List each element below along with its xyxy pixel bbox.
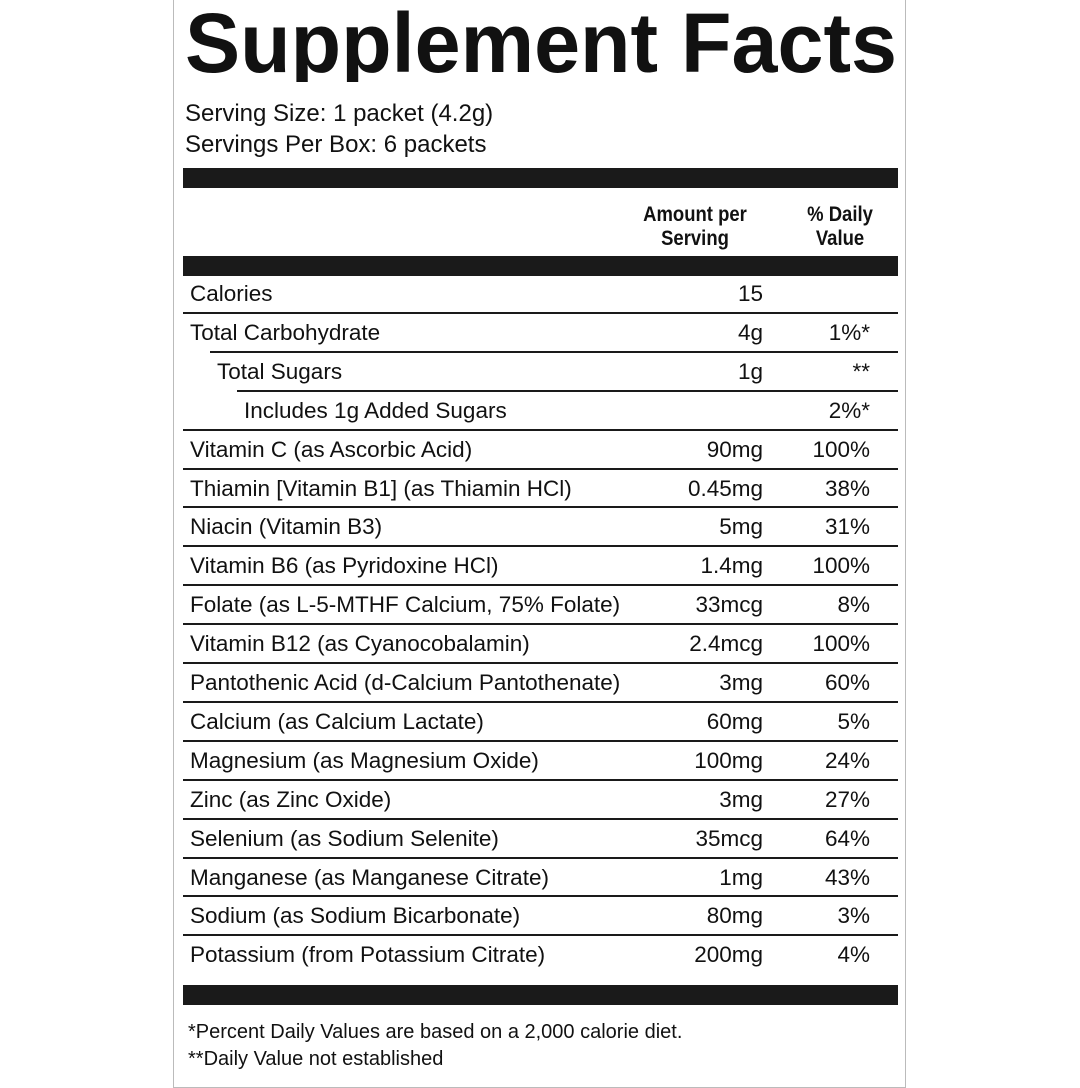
amount-header: Amount per Serving — [643, 203, 747, 250]
row-rule — [183, 623, 898, 626]
nutrient-row: Vitamin B6 (as Pyridoxine HCl) 1.4mg 100% — [0, 546, 1080, 585]
thick-bar — [183, 168, 898, 188]
row-rule — [237, 389, 898, 392]
daily-value: 5% — [837, 708, 870, 734]
amount: 4g — [737, 319, 763, 345]
daily-value-header: % Daily Value — [807, 203, 873, 250]
nutrient-row: Folate (as L-5-MTHF Calcium, 75% Folate)… — [0, 585, 1080, 624]
nutrient-row: Calcium (as Calcium Lactate) 60mg 5% — [0, 702, 1080, 741]
serving-size: Serving Size: 1 packet (4.2g) — [185, 100, 494, 127]
daily-value: 2%* — [828, 397, 870, 423]
daily-value: 100% — [812, 553, 870, 579]
nutrient-name: Calories — [190, 281, 273, 306]
title: Supplement Facts — [185, 2, 897, 82]
row-rule — [183, 662, 898, 664]
nutrient-row: Potassium (from Potassium Citrate) 200mg 4… — [0, 935, 1080, 974]
row-rule — [183, 817, 898, 820]
daily-value: 64% — [824, 825, 870, 851]
amount: 90mg — [706, 436, 763, 462]
nutrient-name: Calcium (as Calcium Lactate) — [190, 708, 484, 734]
nutrient-row: Manganese (as Manganese Citrate) 1mg 43% — [0, 858, 1080, 897]
row-rule — [183, 506, 898, 509]
daily-value: 4% — [837, 942, 870, 968]
daily-value: 8% — [837, 592, 870, 618]
nutrient-name: Vitamin B12 (as Cyanocobalamin) — [190, 631, 530, 657]
row-rule — [183, 311, 898, 314]
amount: 0.45mg — [687, 475, 763, 501]
amount: 33mcg — [695, 592, 763, 618]
daily-value: 3% — [837, 903, 870, 929]
amount: 3mg — [719, 786, 763, 812]
row-rule — [183, 739, 898, 742]
amount: 1.4mg — [700, 553, 763, 579]
amount: 60mg — [706, 708, 763, 734]
nutrient-row: Selenium (as Sodium Selenite) 35mcg 64% — [0, 819, 1080, 858]
amount: 3mg — [719, 670, 763, 695]
row-rule — [183, 934, 898, 937]
nutrient-name: Pantothenic Acid (d-Calcium Pantothenate… — [190, 670, 621, 695]
nutrient-row: Calories 15 — [0, 274, 1080, 313]
amount: 5mg — [719, 514, 763, 540]
nutrient-row: Includes 1g Added Sugars 2%* — [0, 391, 1080, 430]
amount: 100mg — [694, 747, 763, 773]
amount: 15 — [737, 281, 763, 306]
servings-per-box: Servings Per Box: 6 packets — [185, 131, 487, 158]
daily-value: 24% — [824, 747, 870, 773]
nutrient-name: Vitamin C (as Ascorbic Acid) — [190, 436, 473, 462]
daily-value: 31% — [824, 514, 870, 540]
daily-value: 100% — [812, 436, 870, 462]
nutrient-name: Includes 1g Added Sugars — [244, 397, 507, 423]
nutrient-row: Vitamin C (as Ascorbic Acid) 90mg 100% — [0, 430, 1080, 469]
row-rule — [183, 467, 898, 470]
footnote: *Percent Daily Values are based on a 2,0… — [188, 1021, 683, 1043]
daily-value: ** — [852, 358, 870, 384]
nutrient-row: Zinc (as Zinc Oxide) 3mg 27% — [0, 780, 1080, 819]
nutrient-row: Pantothenic Acid (d-Calcium Pantothenate… — [0, 663, 1080, 702]
row-rule — [183, 700, 898, 703]
nutrient-row: Niacin (Vitamin B3) 5mg 31% — [0, 507, 1080, 546]
nutrient-row: Vitamin B12 (as Cyanocobalamin) 2.4mcg 100… — [0, 624, 1080, 663]
title-box: Supplement Facts — [185, 2, 897, 82]
daily-value: 1%* — [828, 319, 870, 345]
daily-value: 60% — [824, 670, 870, 695]
daily-value: 38% — [824, 475, 870, 501]
nutrient-name: Manganese (as Manganese Citrate) — [190, 864, 549, 890]
nutrient-name: Total Sugars — [217, 358, 343, 384]
nutrient-row: Magnesium (as Magnesium Oxide) 100mg 24% — [0, 741, 1080, 780]
thick-bar — [183, 256, 898, 276]
amount: 1mg — [719, 864, 763, 890]
nutrient-row: Sodium (as Sodium Bicarbonate) 80mg 3% — [0, 896, 1080, 935]
nutrient-row: Total Carbohydrate 4g 1%* — [0, 313, 1080, 352]
row-rule — [210, 350, 898, 353]
row-rule — [183, 778, 898, 781]
nutrient-name: Vitamin B6 (as Pyridoxine HCl) — [190, 553, 499, 579]
nutrient-name: Zinc (as Zinc Oxide) — [190, 786, 392, 812]
nutrient-name: Total Carbohydrate — [190, 319, 381, 345]
amount: 200mg — [694, 942, 763, 968]
nutrient-name: Niacin (Vitamin B3) — [190, 514, 383, 540]
amount: 1g — [737, 358, 763, 384]
row-rule — [183, 895, 898, 898]
daily-value: 100% — [812, 631, 870, 657]
nutrient-name: Magnesium (as Magnesium Oxide) — [190, 747, 539, 773]
footnote: **Daily Value not established — [188, 1048, 444, 1070]
nutrient-name: Potassium (from Potassium Citrate) — [190, 942, 546, 968]
daily-value: 27% — [824, 786, 870, 812]
nutrient-name: Folate (as L-5-MTHF Calcium, 75% Folate) — [190, 592, 621, 618]
amount: 35mcg — [695, 825, 763, 851]
amount: 2.4mcg — [689, 631, 763, 657]
row-rule — [183, 856, 898, 859]
nutrient-name: Selenium (as Sodium Selenite) — [190, 825, 499, 851]
nutrient-name: Sodium (as Sodium Bicarbonate) — [190, 903, 521, 929]
nutrient-name: Thiamin [Vitamin B1] (as Thiamin HCl) — [190, 475, 572, 501]
daily-value: 43% — [824, 864, 870, 890]
row-rule — [183, 428, 898, 431]
row-rule — [183, 545, 898, 548]
amount: 80mg — [706, 903, 763, 929]
nutrient-row: Thiamin [Vitamin B1] (as Thiamin HCl) 0.4… — [0, 469, 1080, 508]
row-rule — [183, 584, 898, 587]
nutrient-row: Total Sugars 1g ** — [0, 352, 1080, 391]
thick-bar — [183, 985, 898, 1005]
